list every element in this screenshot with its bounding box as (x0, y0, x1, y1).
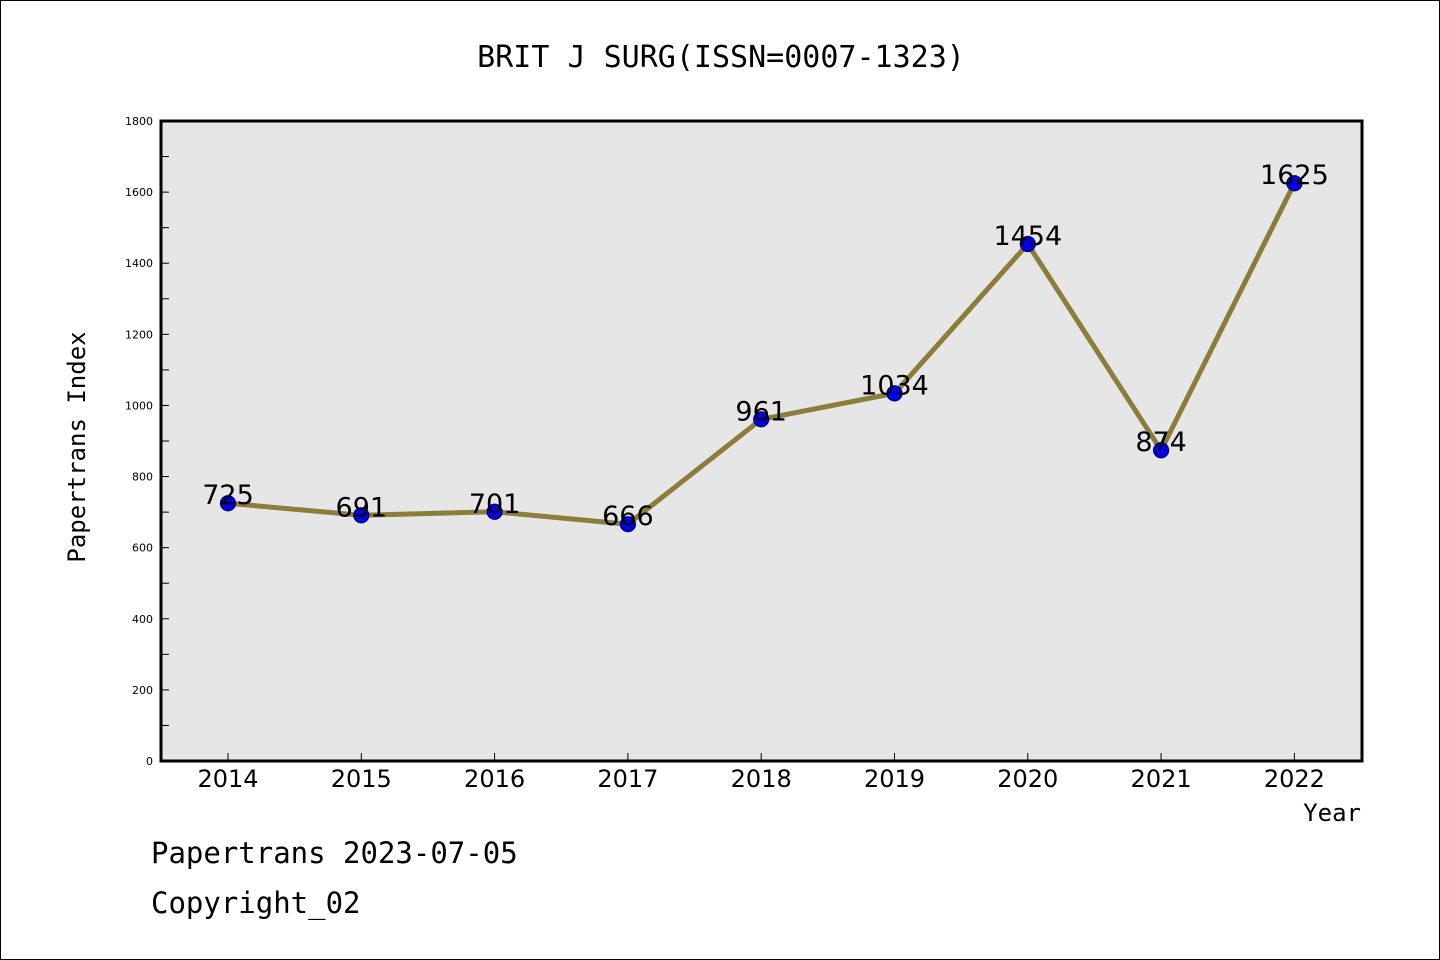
data-point-marker (1152, 442, 1170, 459)
data-point-marker (219, 495, 237, 512)
x-tick-label: 2014 (197, 765, 258, 793)
y-tick-label: 1000 (125, 399, 153, 412)
data-value-label: 725 (202, 480, 254, 511)
y-tick-label: 800 (132, 471, 153, 484)
data-point-marker (619, 516, 637, 533)
y-tick-label: 0 (146, 755, 153, 768)
data-value-label: 961 (735, 396, 787, 427)
y-axis-label: Papertrans Index (63, 331, 91, 562)
x-tick-label: 2022 (1264, 765, 1325, 793)
data-label-group: 725 691 701 666 961 1034 1454 874 1625 (202, 160, 1329, 532)
data-value-label: 691 (336, 492, 388, 523)
data-point-marker (1286, 175, 1303, 192)
data-value-label: 1454 (993, 221, 1062, 252)
x-axis-label: Year (1303, 799, 1361, 827)
y-tick-label: 400 (132, 613, 153, 626)
data-point-marker (753, 411, 770, 428)
footer-copyright-label: Copyright_02 (151, 886, 361, 920)
data-value-label: 1034 (860, 370, 929, 401)
y-tick-label: 1600 (125, 186, 153, 199)
data-point-marker (486, 503, 503, 520)
x-tick-label: 2017 (597, 765, 658, 793)
marker-group (219, 175, 1303, 533)
x-tick-label: 2018 (731, 765, 792, 793)
x-tick-label: 2021 (1131, 765, 1192, 793)
y-axis: 0 200 400 600 800 1000 1200 1400 1600 1800 (125, 115, 169, 768)
y-tick-label: 1800 (125, 115, 153, 128)
data-value-label: 874 (1135, 427, 1187, 458)
x-tick-label: 2020 (997, 765, 1058, 793)
x-tick-label: 2015 (331, 765, 392, 793)
data-point-marker (1019, 235, 1036, 253)
plot-area (159, 119, 1364, 763)
y-tick-label: 600 (132, 542, 153, 555)
data-point-marker (353, 507, 370, 524)
y-tick-label: 1200 (125, 328, 153, 341)
x-axis: 2014 2015 2016 2017 2018 2019 2020 2021 2022 (197, 753, 1325, 793)
data-value-label: 1625 (1260, 160, 1329, 191)
y-tick-label: 1400 (125, 257, 153, 270)
data-point-marker (886, 385, 903, 402)
y-tick-label: 200 (132, 684, 153, 697)
footer-date-label: Papertrans 2023-07-05 (151, 836, 518, 870)
data-value-label: 701 (469, 489, 521, 520)
x-tick-label: 2016 (464, 765, 525, 793)
data-value-label: 666 (602, 501, 654, 532)
chart-title: BRIT J SURG(ISSN=0007-1323) (477, 40, 965, 75)
x-tick-label: 2019 (864, 765, 925, 793)
